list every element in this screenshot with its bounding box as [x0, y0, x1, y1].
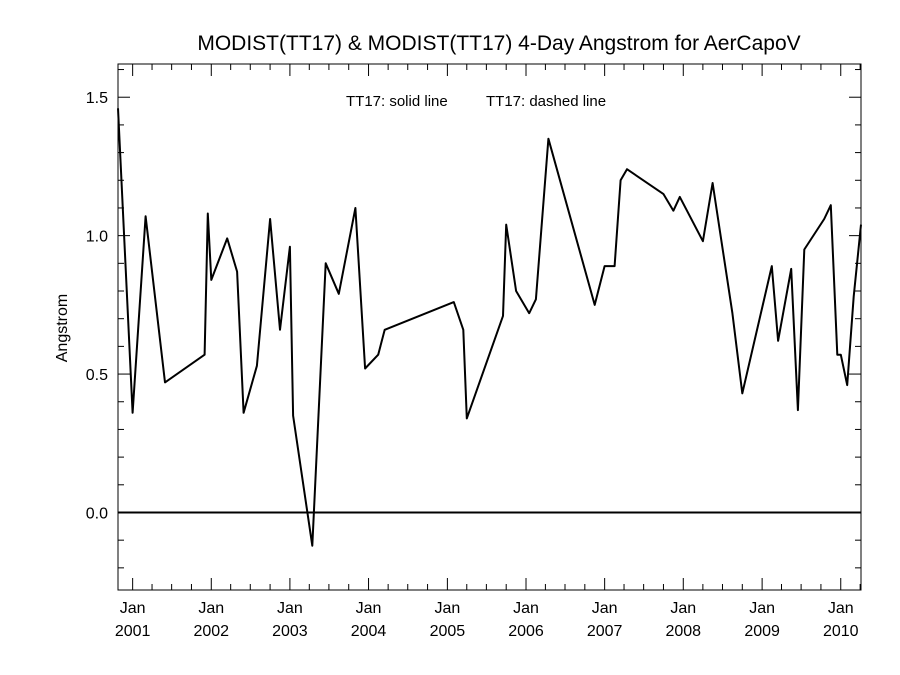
- x-tick-label-month: Jan: [670, 600, 696, 617]
- x-tick-label-year: 2010: [823, 623, 859, 640]
- x-tick-label-year: 2009: [744, 623, 780, 640]
- x-tick-label-year: 2002: [193, 623, 229, 640]
- y-tick-label: 0.5: [86, 367, 108, 384]
- y-tick-label: 1.5: [86, 90, 108, 107]
- x-axis-ticks: Jan 2001 Jan 2002 Jan 2003 Jan 2004 Jan 2005 Jan 20…: [115, 64, 861, 640]
- x-tick-label-month: Jan: [120, 600, 146, 617]
- chart-title: MODIST(TT17) & MODIST(TT17) 4-Day Angstr…: [197, 32, 800, 55]
- x-tick-label-year: 2004: [351, 623, 387, 640]
- y-tick-label: 1.0: [86, 229, 108, 246]
- x-tick-label-month: Jan: [749, 600, 775, 617]
- y-tick-label: 0.0: [86, 505, 108, 522]
- x-tick-label-year: 2001: [115, 623, 151, 640]
- x-tick-label-year: 2007: [587, 623, 623, 640]
- annotation-solid-line: TT17: solid line: [346, 93, 448, 110]
- plot-border: [117, 63, 862, 591]
- x-tick-label-month: Jan: [356, 600, 382, 617]
- x-tick-label-year: 2005: [430, 623, 466, 640]
- x-tick-label-month: Jan: [277, 600, 303, 617]
- annotation-dashed-line: TT17: dashed line: [486, 93, 606, 110]
- x-tick-label-month: Jan: [198, 600, 224, 617]
- x-tick-label-month: Jan: [828, 600, 854, 617]
- plot-frame: [117, 63, 862, 591]
- x-tick-label-month: Jan: [434, 600, 460, 617]
- x-tick-label-year: 2008: [665, 623, 701, 640]
- series-group: [117, 108, 862, 547]
- y-axis-ticks: 0.0 0.5 1.0 1.5: [86, 69, 861, 569]
- x-tick-label-month: Jan: [513, 600, 539, 617]
- x-tick-label-year: 2003: [272, 623, 308, 640]
- x-tick-label-month: Jan: [592, 600, 618, 617]
- y-axis-label: Angstrom: [54, 294, 71, 362]
- x-tick-label-year: 2006: [508, 623, 544, 640]
- series-line: [117, 108, 862, 547]
